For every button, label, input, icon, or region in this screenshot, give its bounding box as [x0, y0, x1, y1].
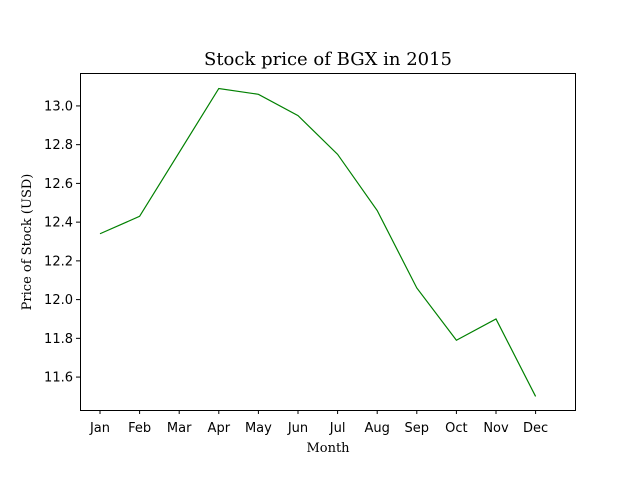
x-tick-label: Feb [128, 421, 151, 436]
x-tick-label: Jun [287, 421, 308, 436]
x-tick-label: Jul [329, 421, 346, 436]
x-tick-label: Oct [445, 421, 467, 436]
y-axis: 11.6 11.8 12.0 12.2 12.4 12.6 12.8 13.0 [44, 99, 80, 386]
x-tick-label: Jan [89, 421, 110, 436]
y-tick-label: 11.8 [44, 332, 73, 347]
x-axis: Jan Feb Mar Apr May Jun Jul Aug Sep Oct Nov Dec [89, 410, 548, 436]
x-tick-label: Mar [167, 421, 192, 436]
y-tick-label: 12.8 [44, 138, 73, 153]
x-tick-label: Nov [483, 421, 509, 436]
y-tick-label: 12.6 [44, 177, 73, 192]
series-line [99, 87, 537, 397]
y-tick-label: 12.4 [44, 216, 73, 231]
y-tick-label: 11.6 [44, 371, 73, 386]
x-tick-label: Aug [365, 421, 390, 436]
plot-frame [80, 73, 576, 411]
x-axis-label: Month [306, 441, 350, 456]
y-tick-label: 12.2 [44, 254, 73, 269]
x-tick-label: Sep [405, 421, 430, 436]
chart-title: Stock price of BGX in 2015 [204, 49, 452, 70]
x-tick-label: May [245, 421, 272, 436]
y-axis-label: Price of Stock (USD) [20, 174, 35, 311]
y-tick-label: 12.0 [44, 293, 73, 308]
x-tick-label: Apr [208, 421, 231, 436]
x-tick-label: Dec [523, 421, 548, 436]
series-group [99, 87, 537, 397]
y-tick-label: 13.0 [44, 99, 73, 114]
